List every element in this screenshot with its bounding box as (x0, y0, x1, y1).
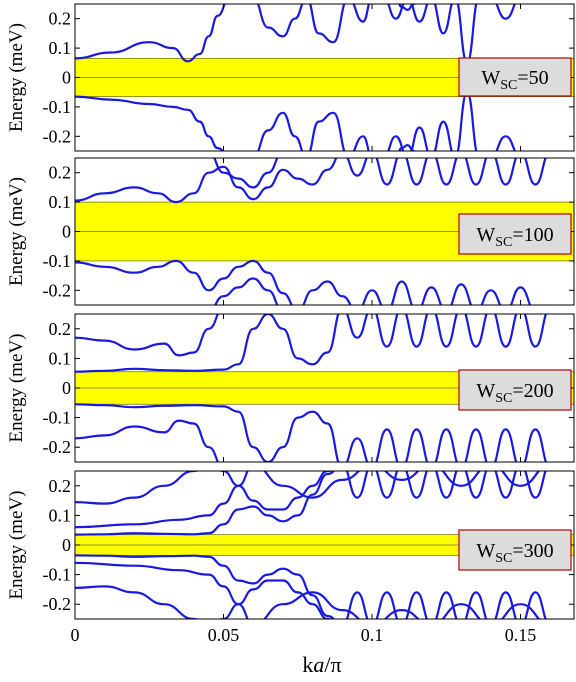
band-line-4 (257, 91, 517, 151)
y-tick-label: 0 (62, 68, 71, 88)
series-group (75, 471, 547, 619)
y-axis-label: Energy (meV) (6, 491, 27, 600)
x-tick-label: 0.1 (361, 625, 384, 645)
band-line-5 (75, 471, 541, 529)
panel-label-sub: SC (495, 235, 512, 250)
y-tick-label: 0.2 (49, 9, 72, 29)
y-tick-label: -0.2 (43, 126, 72, 146)
x-tick-label: 0 (71, 625, 80, 645)
band-line-3 (256, 4, 517, 64)
y-tick-label: 0 (62, 222, 71, 242)
panel-2: 0.2 0.1 0 -0.1 -0.2 Energy (meV) WSC=100 (6, 157, 575, 306)
panel-label-value: =50 (517, 67, 548, 89)
band-line-1 (75, 4, 226, 63)
band-line-4 (214, 277, 279, 305)
panel-label: WSC=300 (476, 540, 553, 566)
panel-label-main: W (476, 380, 495, 402)
y-tick-label: -0.1 (43, 408, 72, 428)
band-line-2 (75, 259, 532, 305)
panel-label: WSC=50 (481, 67, 548, 93)
band-line-2 (75, 95, 224, 151)
panel-label-sub: SC (495, 391, 512, 406)
band-line-1 (75, 314, 548, 373)
band-line-5 (398, 4, 416, 11)
y-axis-label: Energy (meV) (6, 23, 27, 132)
panel-1: 0.2 0.1 0 -0.1 -0.2 Energy (meV) WSC=50 (6, 3, 575, 152)
band-line-4 (75, 579, 333, 619)
x-axis-label-k: k (302, 652, 313, 677)
panel-label-box (458, 369, 572, 411)
y-axis-label: Energy (meV) (6, 334, 27, 443)
series-group (75, 158, 547, 305)
band-line-1 (75, 471, 547, 536)
panel-3: 0.2 0.1 0 -0.1 -0.2 Energy (meV) WSC=200 (6, 313, 575, 463)
band-line-2 (75, 554, 547, 619)
panel-label-value: =300 (512, 540, 553, 562)
y-tick-label: -0.1 (43, 565, 72, 585)
y-tick-label: 0.2 (49, 476, 72, 496)
y-tick-label: 0 (62, 535, 71, 555)
y-tick-label: -0.1 (43, 97, 72, 117)
panel-label-box (458, 213, 572, 255)
band-line-3 (75, 314, 220, 357)
panel-label-sub: SC (495, 551, 512, 566)
band-line-2 (75, 403, 548, 462)
x-tick-label: 0.05 (208, 625, 240, 645)
y-tick-label: 0.1 (49, 38, 72, 58)
panel-label-sub: SC (500, 78, 517, 93)
panel-label-value: =200 (512, 380, 553, 402)
y-tick-label: 0.1 (49, 192, 72, 212)
band-line-3 (213, 158, 279, 189)
y-tick-label: 0 (62, 378, 71, 398)
band-line-1 (75, 158, 547, 204)
x-axis-label-pi: /π (324, 652, 341, 677)
panel-label-main: W (481, 67, 500, 89)
panel-4: 0.2 0.1 0 -0.1 -0.2 Energy (meV) WSC=300 0 0.05 0… (6, 470, 575, 645)
panel-label-box (458, 57, 572, 97)
series-group (75, 4, 517, 151)
y-tick-label: 0.1 (49, 348, 72, 368)
band-line-6 (398, 144, 416, 151)
panel-label: WSC=100 (476, 224, 553, 250)
y-tick-label: -0.2 (43, 594, 72, 614)
series-group (75, 314, 548, 462)
panel-label-main: W (476, 224, 495, 246)
band-line-4 (75, 419, 220, 462)
panel-label-value: =100 (512, 224, 553, 246)
panel-label: WSC=200 (476, 380, 553, 406)
y-tick-label: -0.1 (43, 251, 72, 271)
panel-label-box (458, 529, 572, 571)
y-tick-label: 0.2 (49, 163, 72, 183)
panel-label-main: W (476, 540, 495, 562)
x-axis-label: ka/π (302, 652, 341, 677)
y-tick-label: 0.1 (49, 505, 72, 525)
x-tick-label: 0.15 (505, 625, 537, 645)
y-tick-label: -0.2 (43, 280, 72, 300)
band-line-3 (75, 471, 333, 511)
band-line-6 (75, 561, 541, 619)
y-tick-label: -0.2 (43, 437, 72, 457)
y-axis-label: Energy (meV) (6, 177, 27, 286)
x-axis-label-a: a (313, 652, 324, 677)
y-tick-label: 0.2 (49, 319, 72, 339)
